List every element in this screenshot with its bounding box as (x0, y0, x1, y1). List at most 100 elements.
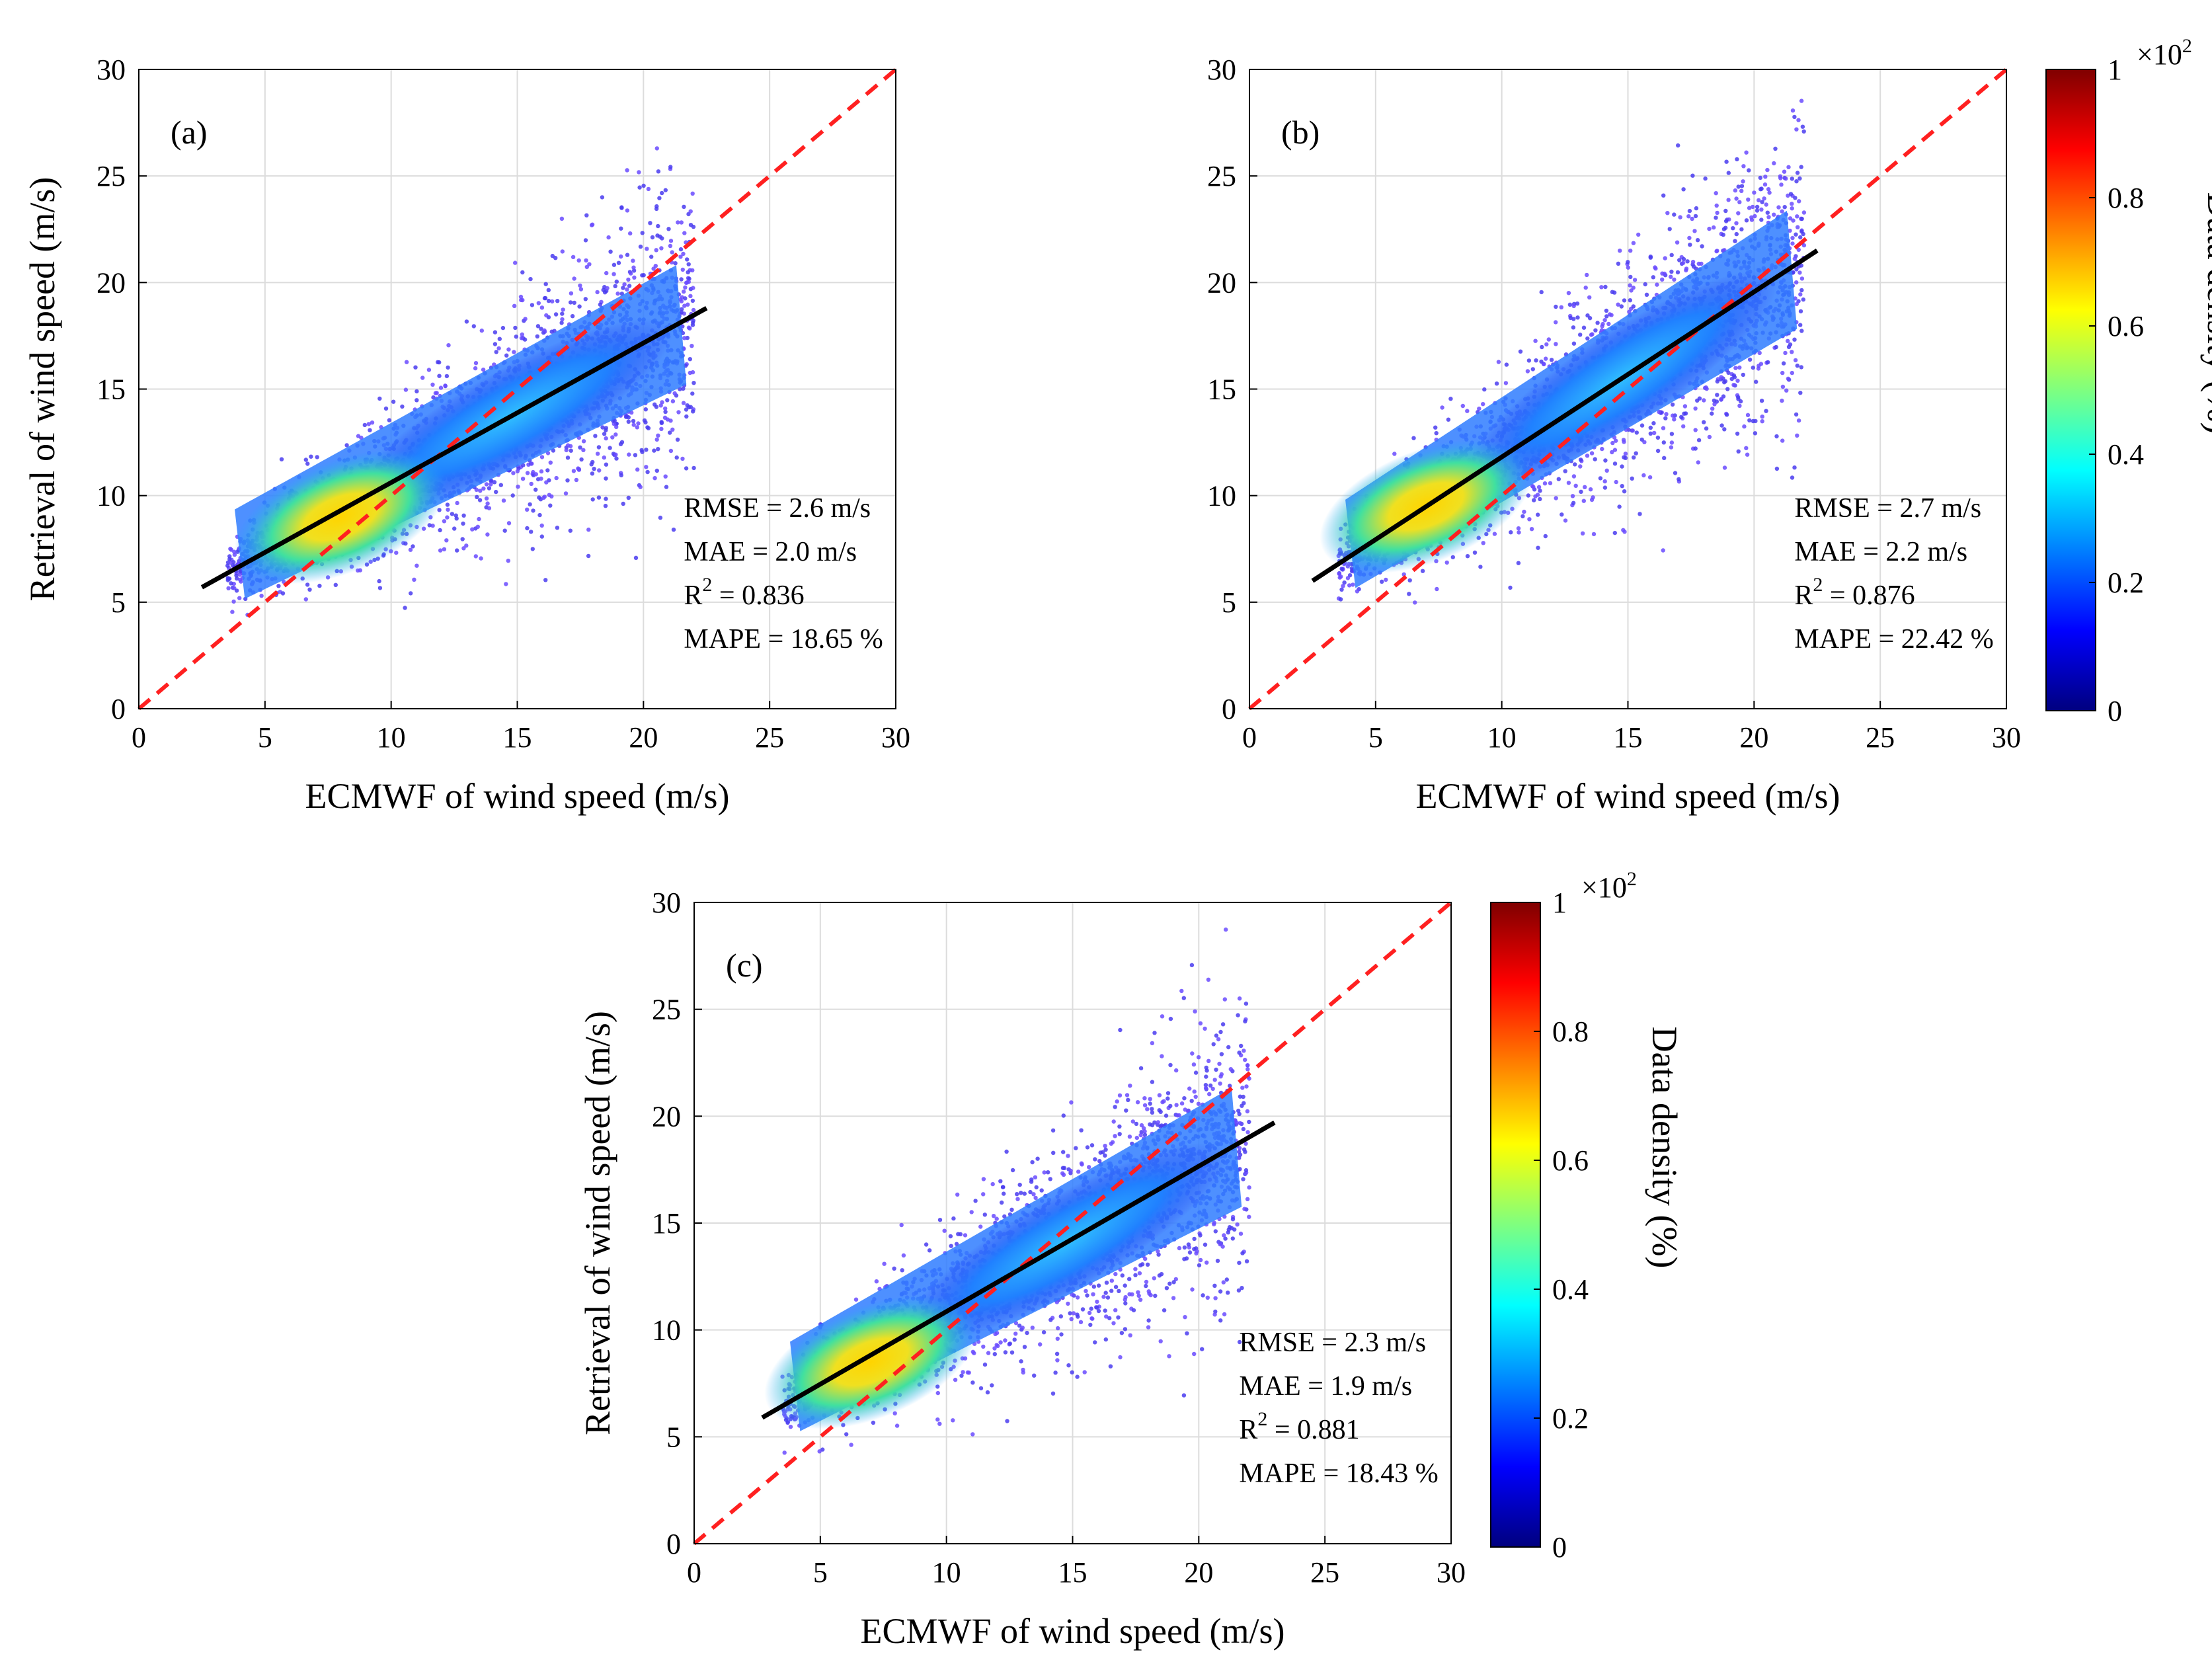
scatter-point (1669, 274, 1673, 279)
scatter-point (666, 227, 671, 231)
scatter-point (1786, 376, 1791, 381)
scatter-point (597, 468, 602, 473)
scatter-point (1774, 344, 1778, 350)
scatter-point (581, 448, 586, 452)
scatter-point (1571, 341, 1577, 346)
scatter-point (276, 584, 281, 588)
scatter-point (608, 249, 613, 254)
scatter-point (616, 260, 621, 265)
stat-rmse-a: RMSE = 2.6 m/s (684, 493, 871, 524)
scatter-point (1560, 512, 1564, 517)
scatter-point (228, 561, 233, 565)
scatter-point (461, 513, 466, 518)
scatter-point (683, 296, 688, 301)
scatter-point (1735, 431, 1740, 436)
scatter-point (307, 587, 312, 592)
scatter-point (560, 317, 565, 322)
scatter-point (685, 335, 690, 340)
x-axis-label-a: ECMWF of wind speed (m/s) (305, 776, 730, 816)
scatter-point (672, 391, 677, 396)
scatter-point (598, 302, 603, 307)
scatter-point (1525, 369, 1530, 374)
scatter-point (631, 418, 636, 424)
scatter-point (688, 209, 693, 214)
scatter-point (1790, 206, 1794, 211)
scatter-point (279, 457, 284, 461)
scatter-point (659, 246, 664, 251)
scatter-point (682, 231, 687, 235)
scatter-point (1620, 464, 1624, 469)
scatter-point (487, 506, 492, 510)
density-cloud-a (225, 146, 696, 617)
x-tick-label: 15 (503, 721, 532, 754)
scatter-point (1573, 483, 1578, 488)
scatter-point (525, 526, 530, 531)
scatter-point (659, 420, 664, 426)
scatter-point (1604, 468, 1609, 473)
scatter-point (560, 249, 565, 254)
scatter-point (383, 406, 389, 411)
scatter-point (1571, 325, 1576, 330)
scatter-point (1790, 108, 1796, 113)
scatter-point (1631, 304, 1636, 309)
scatter-point (1339, 587, 1344, 592)
scatter-point (633, 555, 639, 560)
scatter-point (614, 456, 619, 461)
scatter-point (387, 418, 392, 422)
scatter-point (497, 337, 502, 341)
scatter-point (686, 262, 691, 266)
scatter-point (539, 469, 544, 474)
scatter-point (563, 491, 569, 496)
scatter-point (1786, 338, 1790, 343)
scatter-point (658, 515, 663, 520)
scatter-point (1752, 190, 1757, 195)
scatter-point (1707, 226, 1712, 231)
scatter-point (604, 436, 608, 441)
scatter-point (1632, 455, 1636, 460)
y-tick-label: 25 (97, 160, 126, 192)
scatter-point (1687, 208, 1692, 214)
density-cloud-b (1320, 99, 1807, 605)
scatter-point (1681, 257, 1686, 262)
scatter-point (1712, 225, 1716, 230)
scatter-point (1539, 290, 1544, 295)
scatter-point (438, 385, 444, 390)
scatter-point (1788, 192, 1794, 196)
scatter-point (685, 257, 690, 262)
scatter-point (1700, 244, 1704, 249)
scatter-point (1563, 518, 1568, 523)
scatter-point (1725, 387, 1730, 391)
scatter-point (1672, 417, 1677, 422)
scatter-point (454, 516, 459, 521)
scatter-point (1660, 277, 1665, 282)
scatter-point (513, 260, 518, 265)
scatter-point (1669, 253, 1674, 257)
scatter-point (362, 422, 367, 428)
scatter-point (1347, 583, 1352, 588)
scatter-point (631, 265, 636, 270)
scatter-point (670, 399, 676, 404)
scatter-point (687, 276, 691, 281)
scatter-point (625, 208, 630, 213)
scatter-point (426, 368, 432, 372)
scatter-point (1481, 402, 1485, 407)
scatter-point (1795, 363, 1799, 368)
scatter-point (1799, 216, 1804, 221)
scatter-point (333, 582, 338, 587)
scatter-point (652, 448, 656, 453)
scatter-point (659, 426, 664, 431)
scatter-point (1341, 584, 1345, 588)
scatter-point (444, 538, 449, 543)
scatter-point (1745, 452, 1750, 457)
stat-r2-value-a: = 0.836 (712, 580, 804, 611)
scatter-point (317, 583, 322, 588)
scatter-point (1516, 526, 1521, 531)
scatter-point (446, 343, 451, 348)
scatter-point (1707, 434, 1712, 440)
scatter-point (1543, 534, 1548, 539)
scatter-point (555, 299, 560, 303)
scatter-point (539, 305, 545, 310)
scatter-point (1481, 541, 1485, 545)
scatter-point (542, 296, 547, 301)
scatter-point (1741, 372, 1745, 377)
